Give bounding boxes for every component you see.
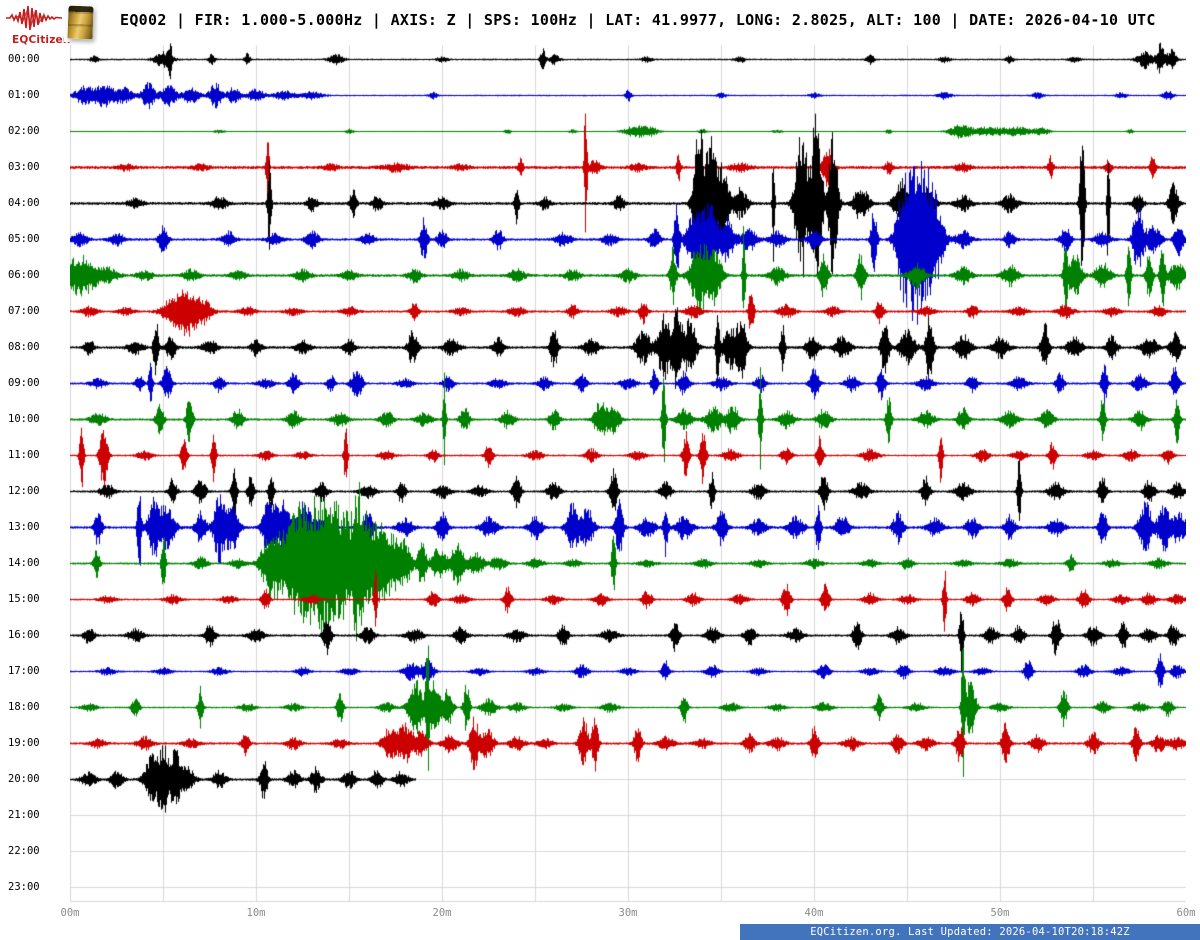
hour-label: 15:00 <box>8 593 40 605</box>
sensor-photo-icon <box>64 4 98 42</box>
hour-label: 08:00 <box>8 341 40 353</box>
footer-status-bar: EQCitizen.org. Last Updated: 2026-04-10T… <box>740 924 1200 940</box>
hour-label: 23:00 <box>8 881 40 893</box>
hour-label: 00:00 <box>8 53 40 65</box>
hour-label: 02:00 <box>8 125 40 137</box>
hour-label: 21:00 <box>8 809 40 821</box>
logo-text: EQCitizen <box>12 34 71 46</box>
hour-label: 03:00 <box>8 161 40 173</box>
hour-label: 22:00 <box>8 845 40 857</box>
x-axis-label: 10m <box>246 907 266 919</box>
seismic-waveform-icon <box>6 5 63 31</box>
helicorder-canvas <box>70 40 1186 906</box>
hour-label: 10:00 <box>8 413 40 425</box>
hour-label: 20:00 <box>8 773 40 785</box>
x-axis-label: 60m <box>1176 907 1196 919</box>
eqcitizen-logo: EQCitizen <box>5 4 70 46</box>
hour-label: 14:00 <box>8 557 40 569</box>
hour-label: 16:00 <box>8 629 40 641</box>
hour-label: 05:00 <box>8 233 40 245</box>
hour-label: 09:00 <box>8 377 40 389</box>
x-axis-label: 50m <box>990 907 1010 919</box>
x-axis-label: 30m <box>618 907 638 919</box>
hour-label: 01:00 <box>8 89 40 101</box>
hour-label: 06:00 <box>8 269 40 281</box>
hour-label: 18:00 <box>8 701 40 713</box>
x-axis-label: 00m <box>60 907 80 919</box>
hour-label: 11:00 <box>8 449 40 461</box>
hour-label: 13:00 <box>8 521 40 533</box>
last-updated-text: EQCitizen.org. Last Updated: 2026-04-10T… <box>810 926 1130 938</box>
station-header-line: EQ002 | FIR: 1.000-5.000Hz | AXIS: Z | S… <box>120 11 1156 29</box>
hour-label: 04:00 <box>8 197 40 209</box>
hour-label: 07:00 <box>8 305 40 317</box>
hour-label: 12:00 <box>8 485 40 497</box>
x-axis-label: 40m <box>804 907 824 919</box>
hour-label: 17:00 <box>8 665 40 677</box>
x-axis-label: 20m <box>432 907 452 919</box>
hour-label: 19:00 <box>8 737 40 749</box>
